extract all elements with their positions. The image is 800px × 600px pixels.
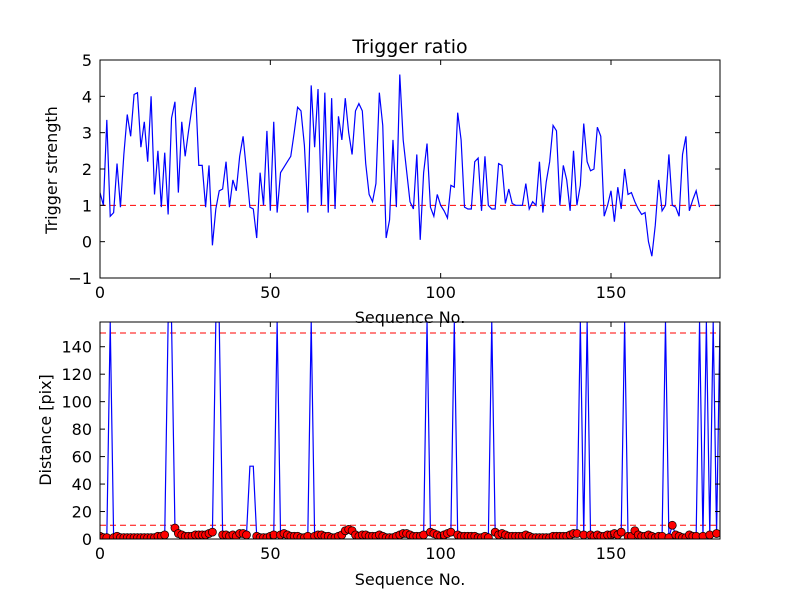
top-x-axis-label: Sequence No. [355,308,466,327]
top-x-tick-label: 100 [425,283,456,302]
bottom-marker-point [160,530,170,539]
top-y-tick-label: 4 [82,87,92,106]
bottom-marker-point [616,527,626,537]
bottom-x-tick-label: 150 [596,544,627,563]
top-y-tick-label: −1 [68,269,92,288]
top-y-axis-label: Trigger strength [42,106,61,235]
bottom-x-axis-label: Sequence No. [355,570,466,589]
bottom-y-axis-label: Distance [pix] [36,374,55,486]
bottom-marker-point [712,529,720,538]
bottom-y-tick-label: 60 [72,448,92,467]
bottom-y-tick-label: 0 [82,530,92,549]
bottom-y-tick-label: 40 [72,475,92,494]
bottom-axis-ticks: 0 50 100 150 0 20 40 60 80 100 120 140 [61,322,720,563]
bottom-y-tick-label: 80 [72,420,92,439]
bottom-x-tick-label: 0 [95,544,105,563]
bottom-y-tick-label: 140 [61,338,92,357]
top-y-tick-label: 2 [82,160,92,179]
top-x-tick-label: 150 [596,283,627,302]
distance-panel: 0 50 100 150 0 20 40 60 80 100 120 140 Sequence No.… [36,321,721,589]
top-x-tick-label: 0 [95,283,105,302]
bottom-x-tick-label: 100 [425,544,456,563]
top-y-tick-label: 3 [82,124,92,143]
bottom-x-tick-label: 50 [260,544,280,563]
top-x-tick-label: 50 [260,283,280,302]
top-y-tick-label: 0 [82,233,92,252]
bottom-axes-frame [99,321,721,540]
bottom-marker-point [242,530,251,539]
top-series-line [100,74,701,257]
bottom-marker-point [667,520,677,530]
bottom-marker-point [484,533,493,539]
bottom-marker-point [208,527,217,537]
bottom-y-tick-label: 100 [61,393,92,412]
bottom-plot-area [99,321,721,540]
top-y-tick-label: 1 [82,196,92,215]
top-y-tick-label: 5 [82,51,92,70]
bottom-y-tick-label: 120 [61,365,92,384]
top-chart-title: Trigger ratio [351,36,467,58]
bottom-y-tick-label: 20 [72,503,92,522]
